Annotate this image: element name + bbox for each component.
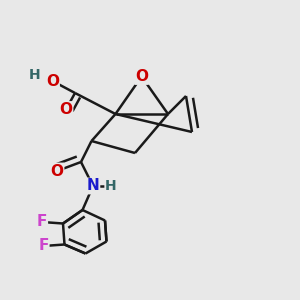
Text: F: F: [37, 214, 47, 230]
Text: O: O: [135, 69, 148, 84]
Text: F: F: [38, 238, 49, 253]
Text: H: H: [105, 179, 117, 193]
Text: H: H: [29, 68, 40, 82]
Text: N: N: [87, 178, 99, 194]
Text: O: O: [50, 164, 64, 178]
Text: O: O: [46, 74, 59, 88]
Text: O: O: [59, 102, 73, 117]
